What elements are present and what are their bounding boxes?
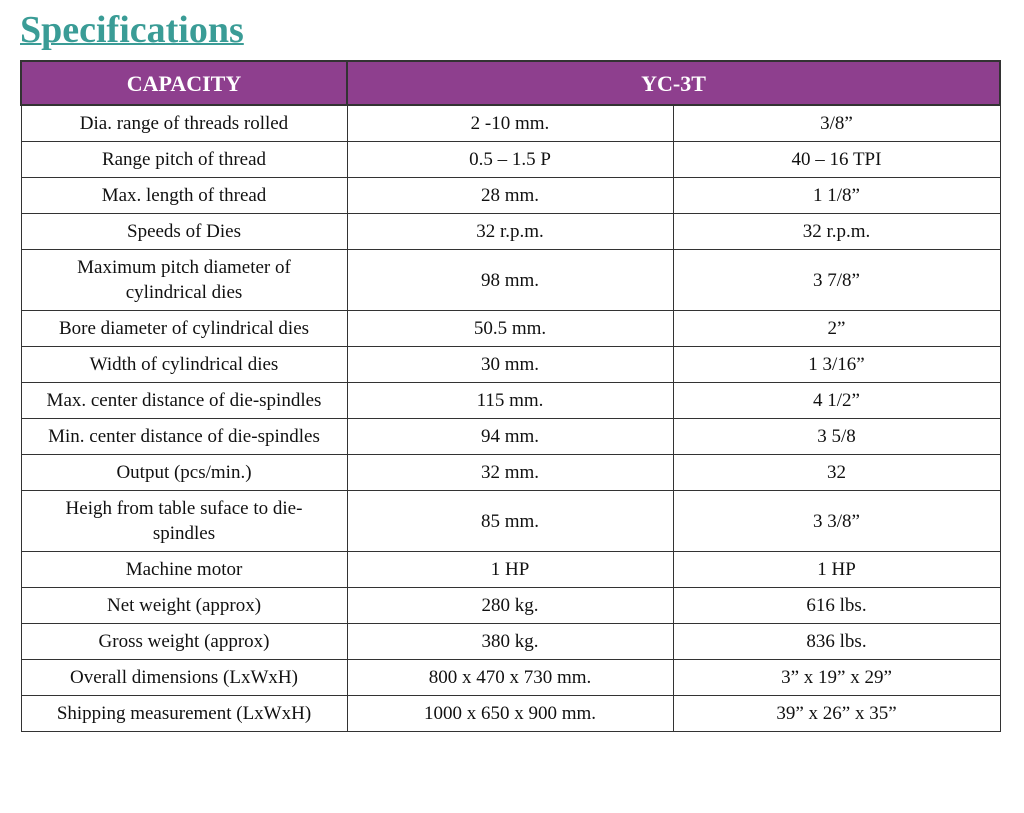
cell: Machine motor bbox=[20, 551, 348, 588]
row: Max. length of thread 28 mm. 1 1/8” bbox=[20, 177, 1001, 214]
cell: 98 mm. bbox=[346, 249, 674, 311]
cell: Speeds of Dies bbox=[20, 213, 348, 250]
cell: 4 1/2” bbox=[672, 382, 1001, 419]
cell: 28 mm. bbox=[346, 177, 674, 214]
row: Shipping measurement (LxWxH) 1000 x 650 x… bbox=[20, 695, 1001, 732]
cell: 2” bbox=[672, 310, 1001, 347]
cell: Min. center distance of die-spindles bbox=[20, 418, 348, 455]
cell: 3 5/8 bbox=[672, 418, 1001, 455]
cell: Net weight (approx) bbox=[20, 587, 348, 624]
cell: 3/8” bbox=[672, 104, 1001, 142]
cell: Dia. range of threads rolled bbox=[20, 104, 348, 142]
cell: 1 HP bbox=[346, 551, 674, 588]
row: Overall dimensions (LxWxH) 800 x 470 x 73… bbox=[20, 659, 1001, 696]
cell: 0.5 – 1.5 P bbox=[346, 141, 674, 178]
row: Range pitch of thread 0.5 – 1.5 P 40 – 16 … bbox=[20, 141, 1001, 178]
cell: Output (pcs/min.) bbox=[20, 454, 348, 491]
row: Heigh from table suface to die-spindles 8… bbox=[20, 490, 1001, 552]
cell: 32 bbox=[672, 454, 1001, 491]
row: Bore diameter of cylindrical dies 50.5 mm… bbox=[20, 310, 1001, 347]
row: Min. center distance of die-spindles 94 m… bbox=[20, 418, 1001, 455]
cell: 380 kg. bbox=[346, 623, 674, 660]
cell: Range pitch of thread bbox=[20, 141, 348, 178]
header-cell: CAPACITY bbox=[20, 60, 348, 106]
cell: 3” x 19” x 29” bbox=[672, 659, 1001, 696]
spec-table: CAPACITY YC-3T Dia. range of threads rol… bbox=[20, 60, 1001, 732]
cell: Maximum pitch diameter of cylindrical di… bbox=[20, 249, 348, 311]
row: Machine motor 1 HP 1 HP bbox=[20, 551, 1001, 588]
cell: 1 1/8” bbox=[672, 177, 1001, 214]
cell: Overall dimensions (LxWxH) bbox=[20, 659, 348, 696]
cell: 32 r.p.m. bbox=[672, 213, 1001, 250]
cell: 85 mm. bbox=[346, 490, 674, 552]
cell: 1000 x 650 x 900 mm. bbox=[346, 695, 674, 732]
cell: 50.5 mm. bbox=[346, 310, 674, 347]
cell: 115 mm. bbox=[346, 382, 674, 419]
table-body: Dia. range of threads rolled 2 -10 mm. 3/8… bbox=[20, 104, 1001, 732]
cell: Shipping measurement (LxWxH) bbox=[20, 695, 348, 732]
cell: 280 kg. bbox=[346, 587, 674, 624]
row: Net weight (approx) 280 kg. 616 lbs. bbox=[20, 587, 1001, 624]
title: Specifications bbox=[20, 9, 244, 51]
cell: 1 HP bbox=[672, 551, 1001, 588]
cell: 32 r.p.m. bbox=[346, 213, 674, 250]
cell: 94 mm. bbox=[346, 418, 674, 455]
row: Speeds of Dies 32 r.p.m. 32 r.p.m. bbox=[20, 213, 1001, 250]
cell: Max. center distance of die-spindles bbox=[20, 382, 348, 419]
cell: 39” x 26” x 35” bbox=[672, 695, 1001, 732]
cell: 2 -10 mm. bbox=[346, 104, 674, 142]
cell: Gross weight (approx) bbox=[20, 623, 348, 660]
cell: 836 lbs. bbox=[672, 623, 1001, 660]
cell: 616 lbs. bbox=[672, 587, 1001, 624]
cell: 40 – 16 TPI bbox=[672, 141, 1001, 178]
cell: 800 x 470 x 730 mm. bbox=[346, 659, 674, 696]
cell: 30 mm. bbox=[346, 346, 674, 383]
row: Output (pcs/min.) 32 mm. 32 bbox=[20, 454, 1001, 491]
row: Width of cylindrical dies 30 mm. 1 3/16” bbox=[20, 346, 1001, 383]
cell: Heigh from table suface to die-spindles bbox=[20, 490, 348, 552]
cell: 3 7/8” bbox=[672, 249, 1001, 311]
cell: 3 3/8” bbox=[672, 490, 1001, 552]
cell: Bore diameter of cylindrical dies bbox=[20, 310, 348, 347]
header-cell: YC-3T bbox=[346, 60, 1001, 106]
header-row: CAPACITY YC-3T bbox=[20, 60, 1001, 106]
cell: 32 mm. bbox=[346, 454, 674, 491]
cell: Width of cylindrical dies bbox=[20, 346, 348, 383]
row: Gross weight (approx) 380 kg. 836 lbs. bbox=[20, 623, 1001, 660]
cell: 1 3/16” bbox=[672, 346, 1001, 383]
row: Max. center distance of die-spindles 115 … bbox=[20, 382, 1001, 419]
row: Maximum pitch diameter of cylindrical di… bbox=[20, 249, 1001, 311]
cell: Max. length of thread bbox=[20, 177, 348, 214]
row: Dia. range of threads rolled 2 -10 mm. 3/8… bbox=[20, 104, 1001, 142]
